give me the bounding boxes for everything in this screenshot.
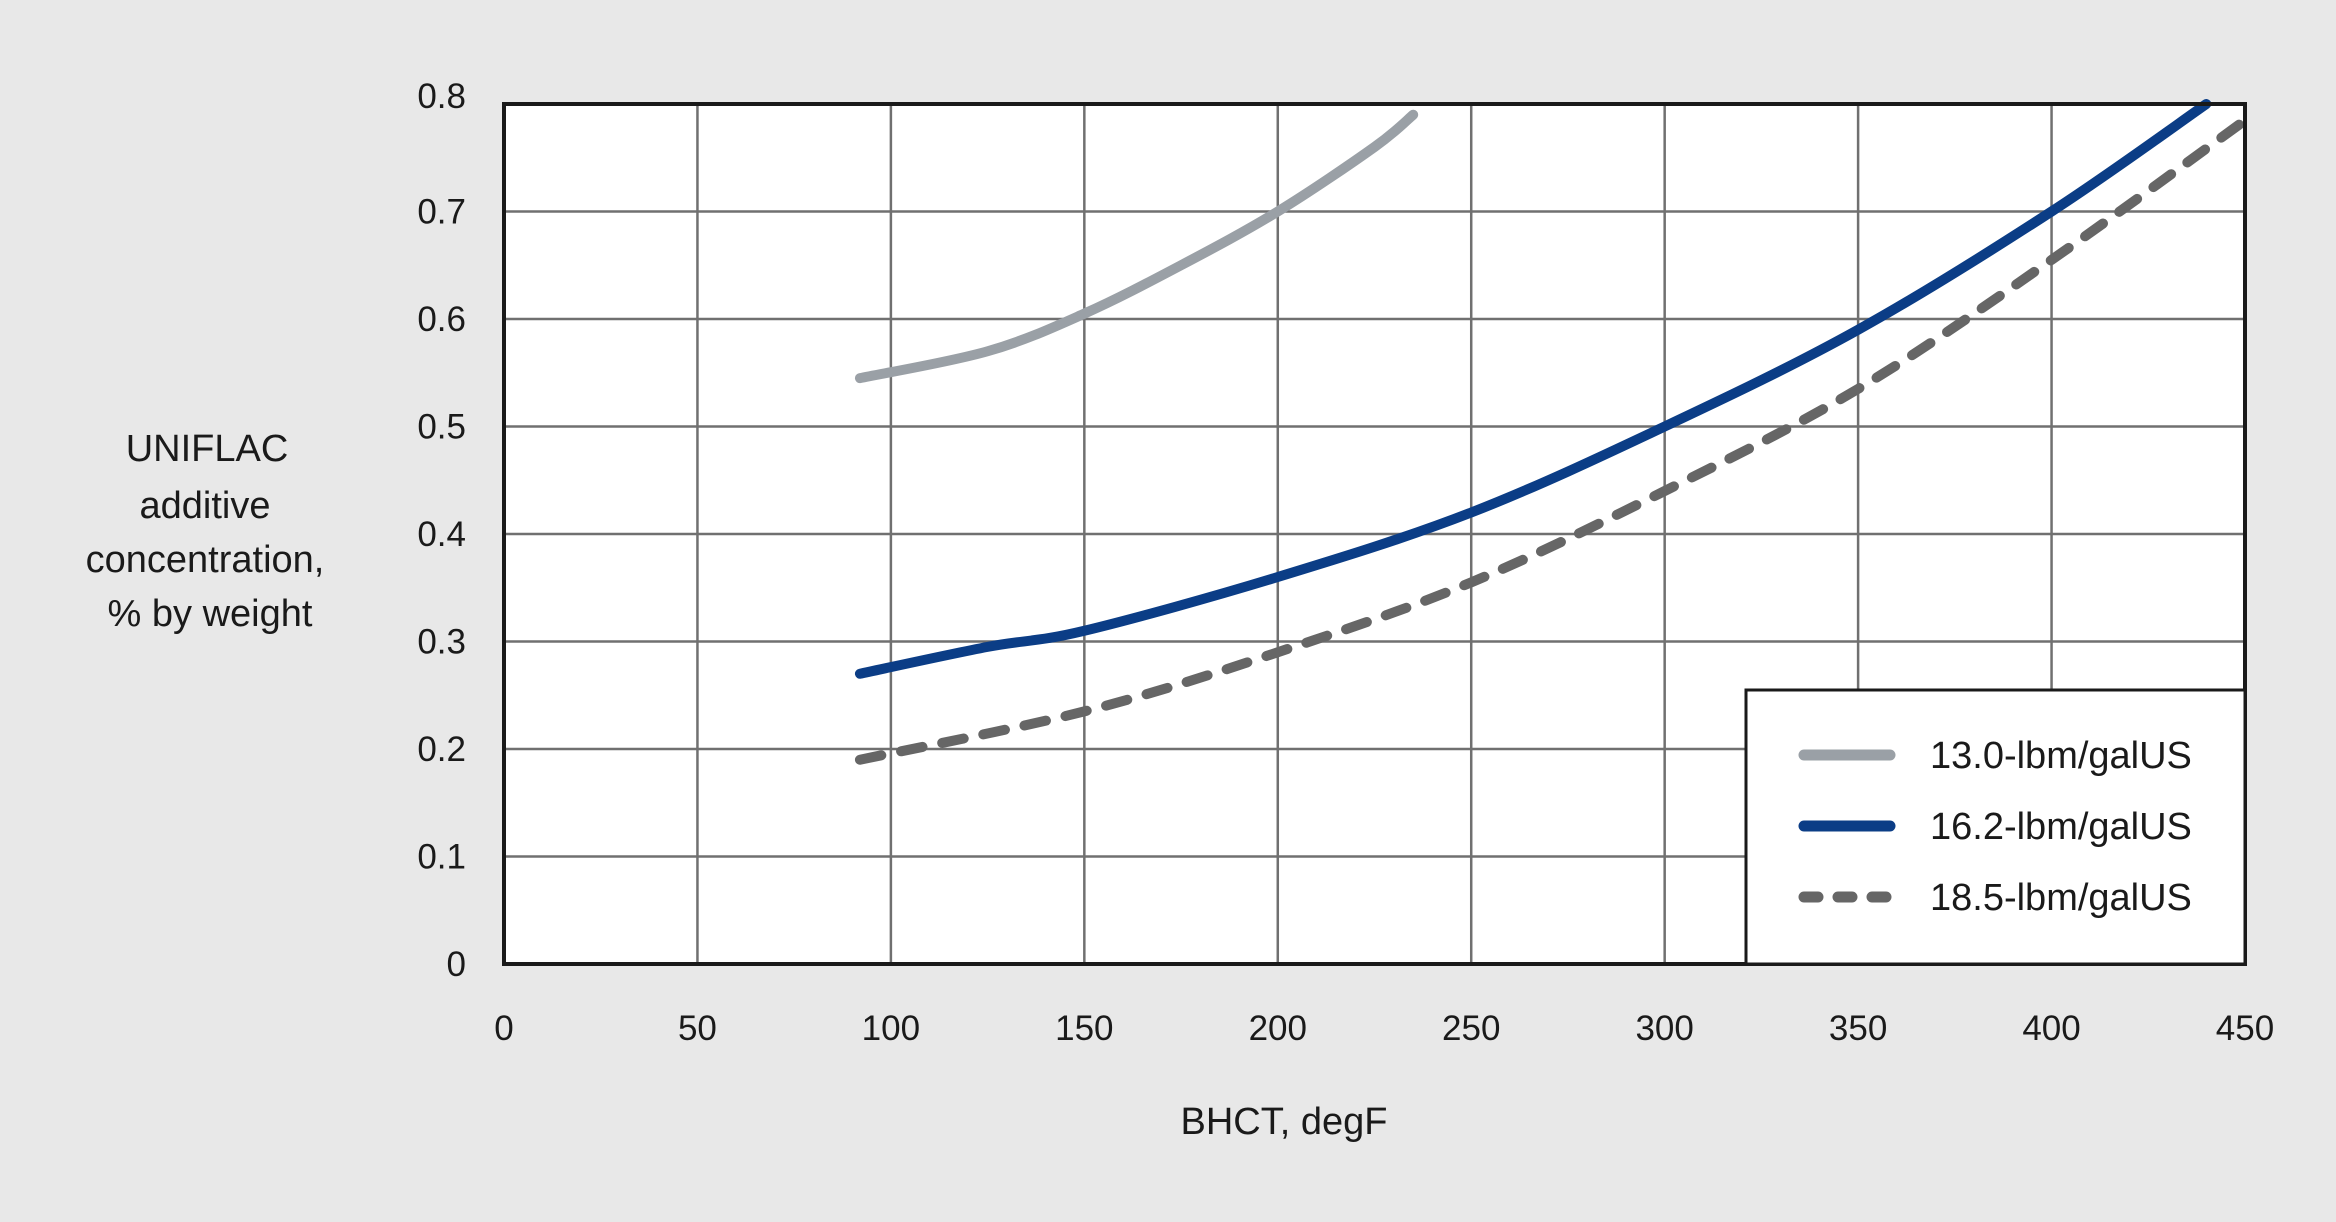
y-axis-label-line: % by weight bbox=[108, 593, 313, 635]
y-tick-label: 0 bbox=[447, 945, 466, 984]
x-tick-label: 300 bbox=[1635, 1009, 1693, 1048]
x-tick-label: 250 bbox=[1442, 1009, 1500, 1048]
legend-label: 13.0-lbm/galUS bbox=[1930, 735, 2192, 777]
x-tick-label: 0 bbox=[494, 1009, 513, 1048]
x-tick-label: 100 bbox=[862, 1009, 920, 1048]
y-tick-label: 0.2 bbox=[417, 730, 466, 769]
y-axis-label: UNIFLAC additive concentration, % by wei… bbox=[86, 428, 325, 635]
x-tick-label: 450 bbox=[2216, 1009, 2274, 1048]
series-line-16.2-lbm/galUS bbox=[854, 99, 2212, 679]
y-tick-label: 0.4 bbox=[417, 515, 466, 554]
y-tick-label: 0.7 bbox=[417, 193, 466, 232]
series-line-18.5-lbm/galUS bbox=[854, 109, 2258, 765]
tick-labels: 0 50 100 150 200 250 300 350 400 450 0 0.1 0.2 0.3 0.4… bbox=[417, 77, 2274, 1048]
legend-label: 16.2-lbm/galUS bbox=[1930, 806, 2192, 848]
y-axis-label-line: UNIFLAC bbox=[126, 428, 289, 470]
legend: 13.0-lbm/galUS 16.2-lbm/galUS 18.5-lbm/g… bbox=[1744, 688, 2247, 966]
legend-label: 18.5-lbm/galUS bbox=[1930, 877, 2192, 919]
y-axis-label-line: concentration, bbox=[86, 539, 325, 581]
y-tick-label: 0.1 bbox=[417, 838, 466, 877]
y-tick-label: 0.3 bbox=[417, 623, 466, 662]
x-tick-label: 200 bbox=[1249, 1009, 1307, 1048]
y-tick-label: 0.8 bbox=[417, 77, 466, 116]
x-tick-label: 400 bbox=[2022, 1009, 2080, 1048]
x-tick-label: 350 bbox=[1829, 1009, 1887, 1048]
series-line-13.0-lbm/galUS bbox=[854, 109, 1419, 384]
y-tick-label: 0.6 bbox=[417, 300, 466, 339]
x-tick-label: 50 bbox=[678, 1009, 717, 1048]
plot-frame bbox=[502, 102, 2247, 966]
x-tick-label: 150 bbox=[1055, 1009, 1113, 1048]
y-axis-label-line: additive bbox=[140, 485, 271, 527]
series-lines bbox=[854, 99, 2258, 765]
y-tick-label: 0.5 bbox=[417, 408, 466, 447]
x-axis-label: BHCT, degF bbox=[1181, 1101, 1388, 1143]
